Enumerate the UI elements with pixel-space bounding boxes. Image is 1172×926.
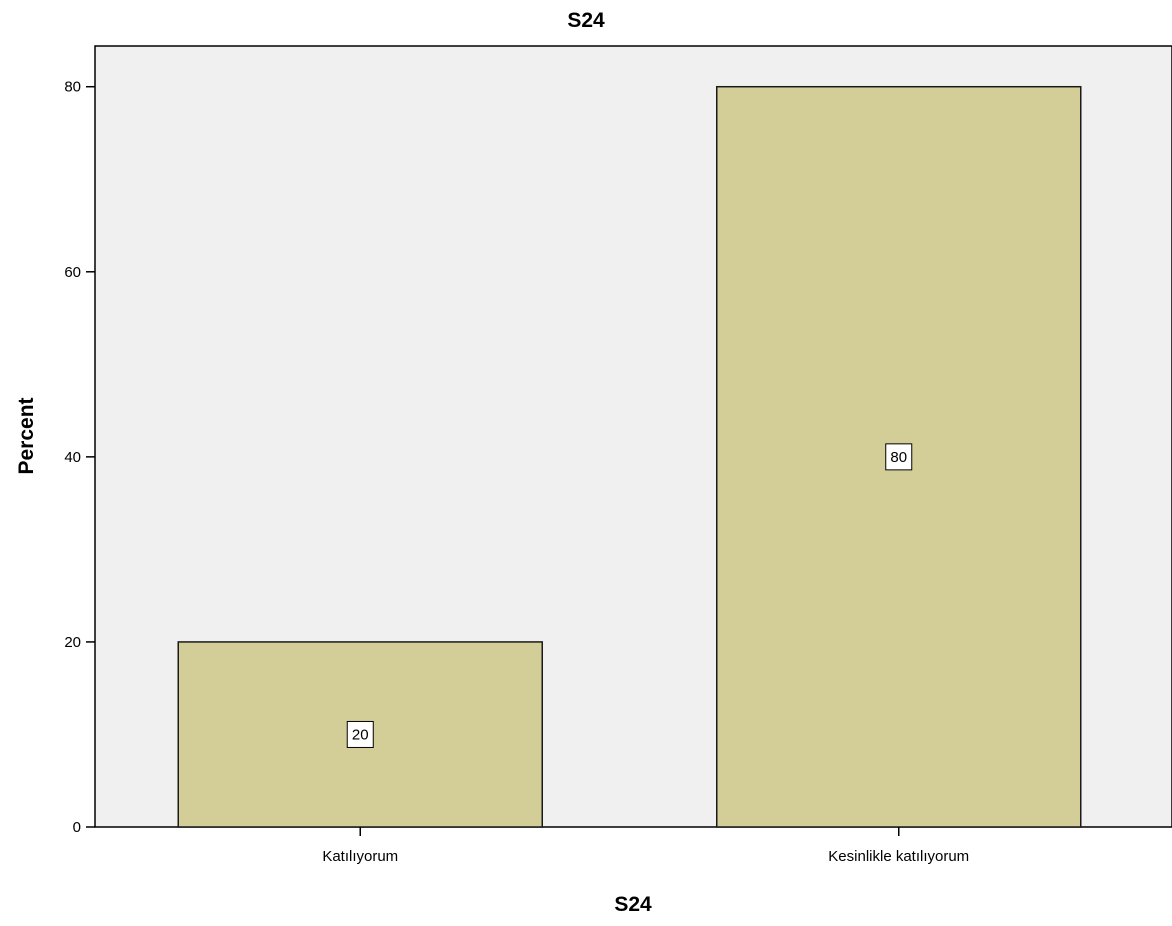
x-tick-label: Kesinlikle katılıyorum [828,848,969,865]
y-tick-label: 20 [64,634,81,651]
y-axis: 0 20 40 60 80 [64,79,95,836]
x-tick-label: Katılıyorum [322,848,398,865]
x-axis: Katılıyorum Kesinlikle katılıyorum [322,827,969,865]
chart-title: S24 [567,9,605,32]
x-axis-title: S24 [614,893,652,916]
data-label-box [885,443,913,471]
y-tick-label: 60 [64,264,81,281]
data-label: 80 [890,449,907,466]
y-axis-title: Percent [15,397,38,474]
data-label: 20 [352,726,369,743]
y-tick-label: 80 [64,79,81,96]
y-tick-label: 0 [73,819,81,836]
y-tick-label: 40 [64,449,81,466]
data-label-box [346,720,374,748]
